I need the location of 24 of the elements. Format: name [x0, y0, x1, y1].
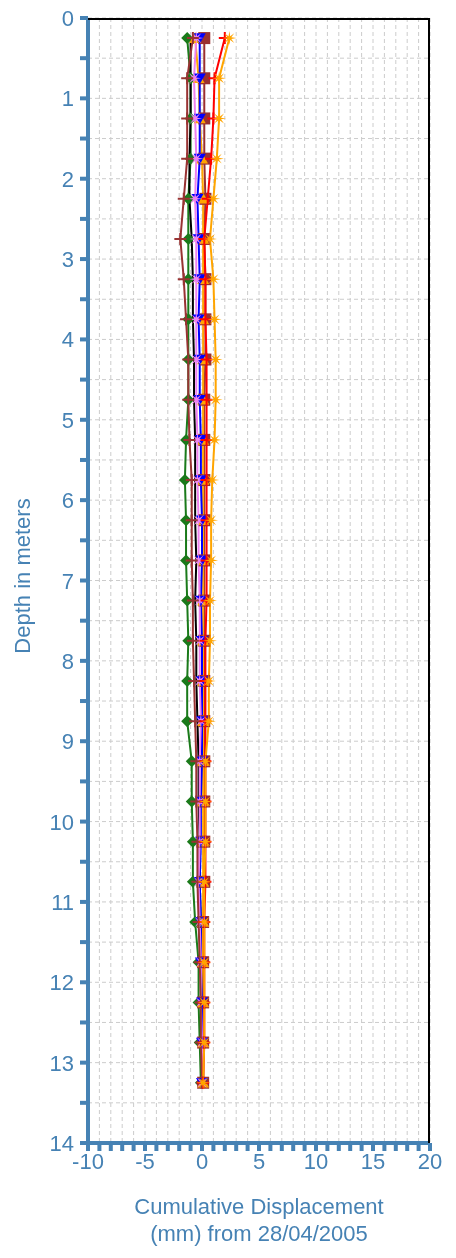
- x-tick-label: 15: [360, 1149, 386, 1174]
- x-axis-title: Cumulative Displacement (mm) from 28/04/2005: [133, 1193, 385, 1247]
- x-tick-label: -5: [135, 1149, 155, 1174]
- y-tick-label: 9: [61, 729, 74, 755]
- y-tick-label: 4: [61, 327, 74, 353]
- y-tick-label: 3: [61, 247, 74, 273]
- x-tick-label: 10: [303, 1149, 329, 1174]
- x-tick-label: 0: [195, 1149, 209, 1174]
- y-axis-title: Depth in meters: [10, 497, 36, 654]
- y-tick-label: 13: [49, 1050, 74, 1076]
- y-tick-label: 10: [49, 809, 74, 835]
- y-tick-label: 7: [61, 568, 74, 594]
- y-tick-label: 6: [61, 488, 74, 514]
- x-tick-label: -10: [72, 1149, 104, 1174]
- y-tick-label: 5: [61, 407, 74, 433]
- y-tick-label: 14: [49, 1131, 74, 1156]
- x-tick-label: 20: [417, 1149, 443, 1174]
- x-tick-label: 5: [252, 1149, 266, 1174]
- y-tick-label: 1: [61, 86, 74, 112]
- y-tick-label: 0: [61, 6, 74, 31]
- y-tick-label: 11: [51, 889, 74, 915]
- y-tick-label: 8: [61, 648, 74, 674]
- y-tick-label: 2: [61, 166, 74, 192]
- y-tick-label: 12: [49, 970, 74, 996]
